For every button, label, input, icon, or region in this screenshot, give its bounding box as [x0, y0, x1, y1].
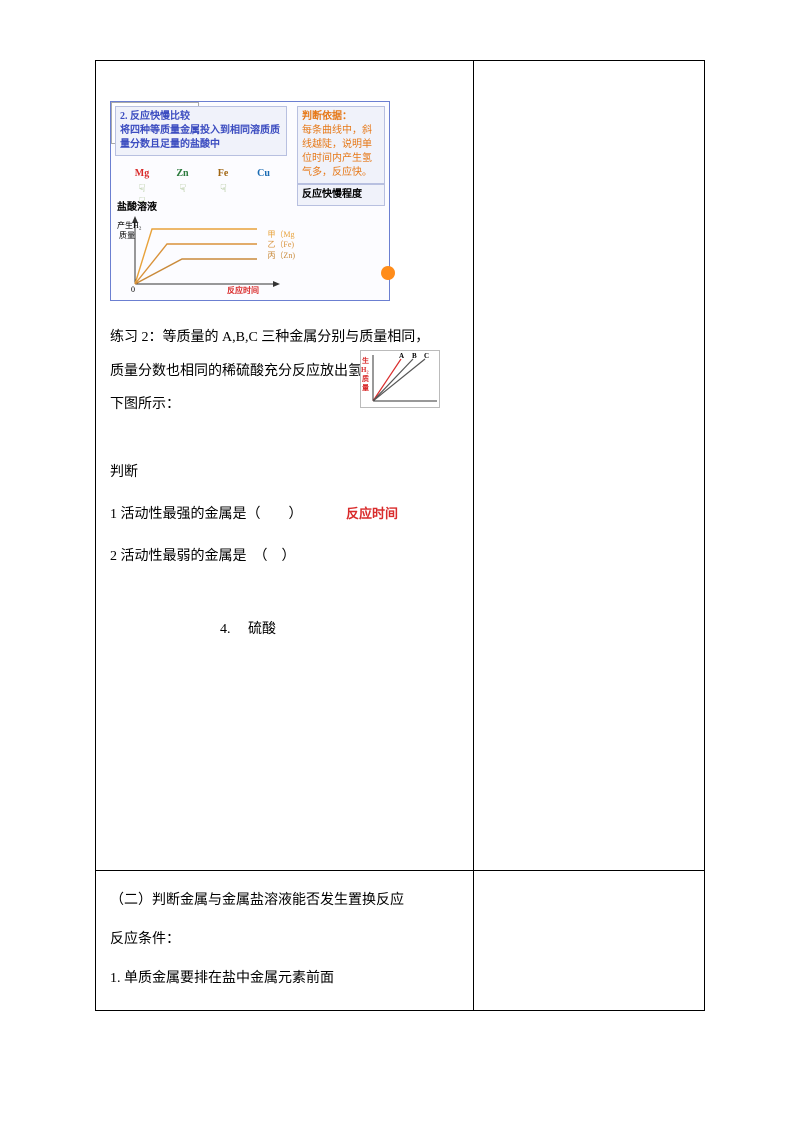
section-4-num: 4.	[220, 622, 231, 637]
svg-text:H₂: H₂	[361, 366, 369, 374]
cell-left-1: 2. 反应快慢比较 将四种等质量金属投入到相同溶质质量分数且足量的盐酸中 判断依…	[96, 61, 474, 871]
orange-dot-icon	[381, 266, 395, 280]
cell-right-1	[473, 61, 704, 871]
row-section-1: 2. 反应快慢比较 将四种等质量金属投入到相同溶质质量分数且足量的盐酸中 判断依…	[96, 61, 705, 871]
section-4-text: 硫酸	[248, 622, 276, 637]
diagram-title: 反应快慢比较	[130, 111, 190, 122]
svg-text:C: C	[424, 352, 429, 360]
exercise-prefix: 练习 2：	[110, 330, 163, 345]
metal-zn: Zn	[164, 168, 202, 179]
judge-block: 判断 1 活动性最强的金属是（ ） 反应时间 2 活动性最弱的金属是 （ ）	[110, 452, 459, 578]
hand-icon: ☟	[164, 182, 202, 195]
svg-text:反应时间: 反应时间	[227, 285, 259, 294]
hand-icon: ☟	[205, 182, 243, 195]
cell-right-2	[473, 871, 704, 1011]
reaction-chart: 产生H₂ 质量 0 反应时间	[117, 214, 287, 294]
svg-text:B: B	[412, 352, 417, 360]
legend-fe: 乙（Fe)	[267, 240, 295, 250]
legend-mg: 甲（Mg	[267, 230, 295, 240]
criteria-text: 每条曲线中，斜线越陡，说明单位时间内产生氢气多，反应快。	[302, 125, 372, 178]
diagram-number: 2.	[120, 111, 128, 122]
metal-fe: Fe	[204, 168, 242, 179]
svg-text:生: 生	[362, 356, 369, 365]
legend-zn: 丙（Zn)	[267, 251, 295, 261]
svg-text:0: 0	[131, 285, 135, 294]
question-2: 2 活动性最弱的金属是 （ ）	[110, 536, 459, 578]
hand-icon: ☟	[123, 182, 161, 195]
salt-label: 盐酸溶液	[117, 198, 157, 213]
time-axis-label: 反应时间	[346, 506, 398, 521]
svg-text:量: 量	[362, 383, 369, 392]
exercise-text: 练习 2：等质量的 A,B,C 三种金属分别与质量相同， 质量分数也相同的稀硫酸…	[110, 321, 459, 422]
metal-mg: Mg	[123, 168, 161, 179]
svg-text:产生H₂: 产生H₂	[117, 220, 142, 230]
exercise-line1: 等质量的 A,B,C 三种金属分别与质量相同，	[163, 330, 430, 345]
exercise-line3: 下图所示：	[110, 397, 180, 412]
row-section-2: （二）判断金属与金属盐溶液能否发生置换反应 反应条件： 1. 单质金属要排在盐中…	[96, 871, 705, 1011]
section2-heading: （二）判断金属与金属盐溶液能否发生置换反应	[110, 881, 459, 920]
svg-text:A: A	[399, 352, 404, 360]
criteria-label: 判断依据：	[302, 111, 352, 122]
criteria-box: 判断依据： 每条曲线中，斜线越陡，说明单位时间内产生氢气多，反应快。	[297, 106, 385, 184]
section2-condition-1: 1. 单质金属要排在盐中金属元素前面	[110, 959, 459, 998]
section2-condition-label: 反应条件：	[110, 920, 459, 959]
svg-text:质: 质	[362, 374, 369, 383]
diagram-title-box: 2. 反应快慢比较 将四种等质量金属投入到相同溶质质量分数且足量的盐酸中	[115, 106, 287, 156]
mini-chart: A B C 生 H₂ 质 量	[360, 350, 440, 408]
cell-left-2: （二）判断金属与金属盐溶液能否发生置换反应 反应条件： 1. 单质金属要排在盐中…	[96, 871, 474, 1011]
judge-label: 判断	[110, 452, 459, 494]
chart-legend: 甲（Mg 乙（Fe) 丙（Zn)	[267, 230, 295, 261]
metal-cu: Cu	[245, 168, 283, 179]
question-1: 1 活动性最强的金属是（ ）	[110, 507, 303, 522]
svg-text:质量: 质量	[119, 230, 135, 240]
speed-label-box: 反应快慢程度	[297, 184, 385, 206]
reaction-speed-diagram: 2. 反应快慢比较 将四种等质量金属投入到相同溶质质量分数且足量的盐酸中 判断依…	[110, 101, 390, 301]
document-table: 2. 反应快慢比较 将四种等质量金属投入到相同溶质质量分数且足量的盐酸中 判断依…	[95, 60, 705, 1011]
diagram-subtitle: 将四种等质量金属投入到相同溶质质量分数且足量的盐酸中	[120, 125, 280, 150]
section-4: 4. 硫酸	[220, 618, 459, 638]
metals-row: Mg Zn Fe Cu	[123, 168, 283, 179]
speed-label: 反应快慢程度	[302, 189, 362, 200]
